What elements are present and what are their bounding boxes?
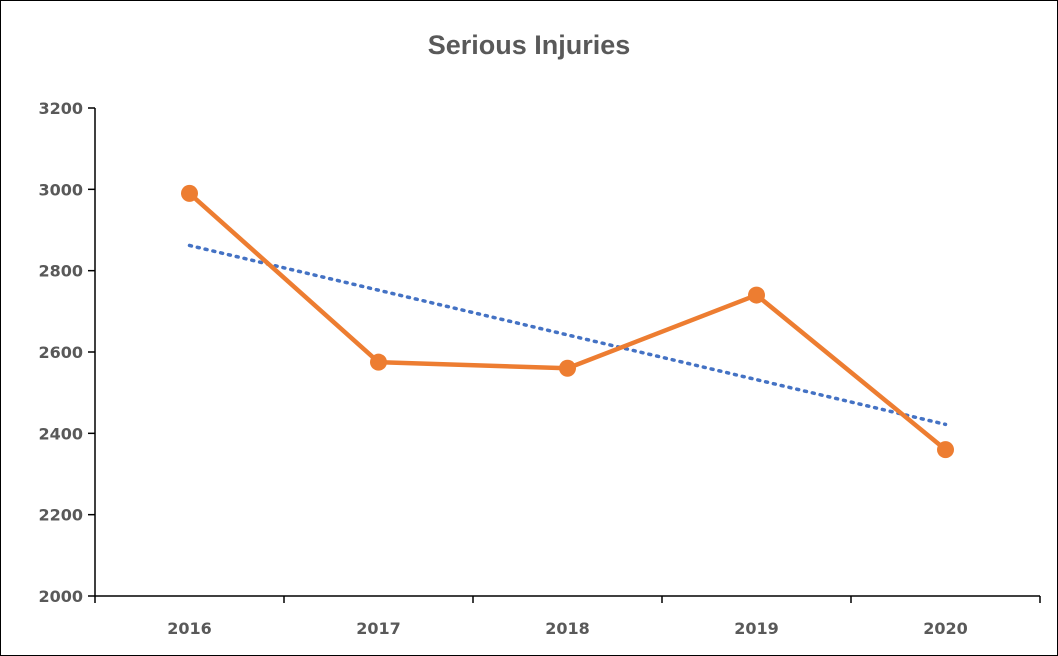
y-axis-ticks: 2000 2200 2400 2600 2800 3000 3200 — [38, 99, 95, 606]
trendline-group — [187, 243, 948, 427]
y-tick-label: 3000 — [38, 180, 83, 199]
x-tick-label: 2019 — [734, 619, 779, 638]
series-line — [188, 191, 947, 452]
axes — [94, 108, 1040, 597]
data-point — [559, 359, 576, 377]
y-tick-label: 2200 — [38, 506, 83, 525]
chart-title: Serious Injuries — [427, 30, 631, 60]
x-axis-ticks: 2016 2017 2018 2019 2020 — [94, 596, 1041, 638]
data-point — [937, 441, 954, 459]
x-tick-label: 2016 — [167, 619, 212, 638]
y-tick-label: 2000 — [38, 587, 83, 606]
x-tick-label: 2018 — [545, 619, 590, 638]
data-point — [370, 353, 387, 371]
data-point — [181, 184, 198, 202]
y-tick-label: 2400 — [38, 424, 83, 443]
y-tick-label: 2600 — [38, 343, 83, 362]
x-tick-label: 2020 — [923, 619, 968, 638]
y-tick-label: 2800 — [38, 262, 83, 281]
trendline — [187, 243, 948, 427]
data-point — [748, 286, 765, 304]
x-tick-label: 2017 — [356, 619, 401, 638]
series-group — [181, 184, 954, 459]
y-tick-label: 3200 — [38, 99, 83, 118]
